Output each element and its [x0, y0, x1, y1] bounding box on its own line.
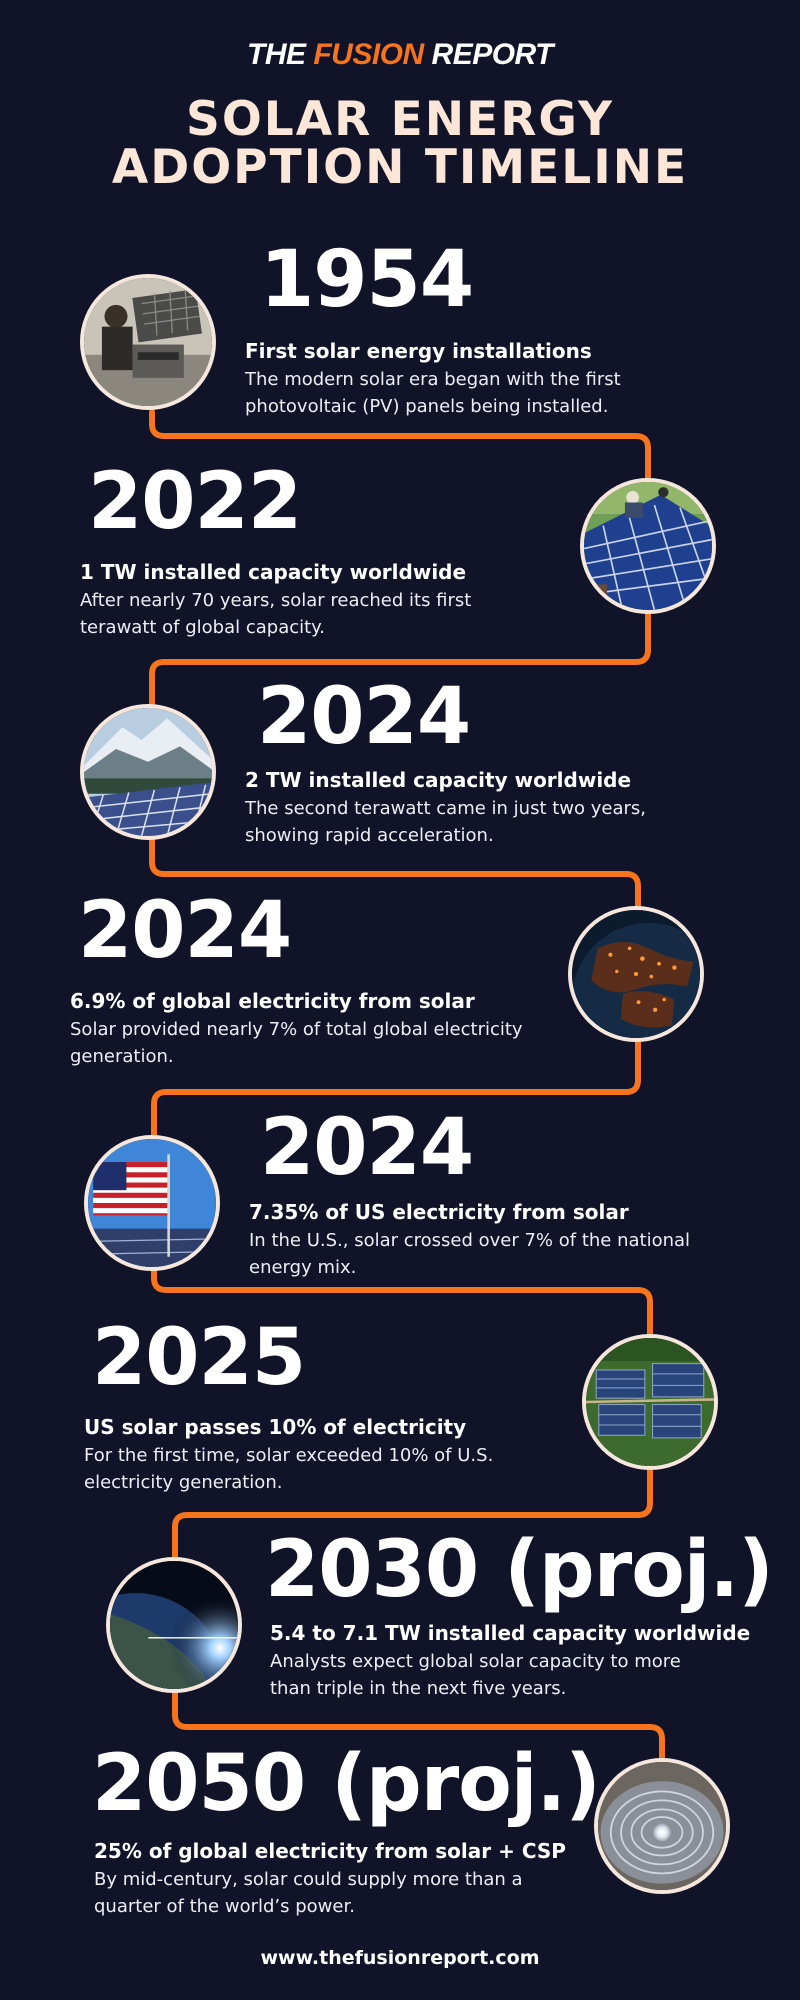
- page-title: SOLAR ENERGY ADOPTION TIMELINE: [0, 96, 800, 192]
- aerial-solar-farm-photo: [582, 1334, 718, 1470]
- milestone-heading: 6.9% of global electricity from solar: [70, 989, 475, 1013]
- earth-city-lights-photo: [568, 906, 704, 1042]
- brand-logo: THE FUSION REPORT: [0, 38, 800, 72]
- milestone-year: 2024: [78, 886, 292, 976]
- milestone-year: 2050 (proj.): [92, 1739, 601, 1829]
- milestone-description: For the first time, solar exceeded 10% o…: [84, 1445, 494, 1493]
- milestone-year: 1954: [260, 235, 474, 325]
- vintage-solar-panel-photo: [80, 274, 216, 410]
- milestone-description: After nearly 70 years, solar reached its…: [80, 590, 472, 638]
- milestone-heading: 25% of global electricity from solar + C…: [94, 1839, 566, 1863]
- solar-panels-mountain-photo: [80, 704, 216, 840]
- milestone-heading: 7.35% of US electricity from solar: [249, 1200, 629, 1224]
- milestone-year: 2024: [257, 672, 471, 762]
- milestone-description: Analysts expect global solar capacity to…: [270, 1651, 681, 1699]
- us-flag-solar-farm-photo: [84, 1135, 220, 1271]
- milestone-description: Solar provided nearly 7% of total global…: [70, 1019, 523, 1067]
- milestone-description: By mid-century, solar could supply more …: [94, 1869, 523, 1917]
- title-line-1: SOLAR ENERGY: [186, 92, 614, 147]
- milestone-heading: US solar passes 10% of electricity: [84, 1415, 467, 1439]
- footer-website-link[interactable]: www.thefusionreport.com: [260, 1947, 540, 1969]
- milestone-heading: 5.4 to 7.1 TW installed capacity worldwi…: [270, 1621, 751, 1645]
- brand-prefix: THE: [247, 38, 314, 71]
- milestone-description: The second terawatt came in just two yea…: [245, 798, 646, 846]
- milestone-heading: 1 TW installed capacity worldwide: [80, 560, 467, 584]
- brand-accent: FUSION: [313, 38, 424, 71]
- milestone-year: 2030 (proj.): [265, 1525, 774, 1615]
- milestone-description: In the U.S., solar crossed over 7% of th…: [249, 1230, 691, 1278]
- csp-solar-tower-field-photo: [594, 1758, 730, 1894]
- milestone-description: The modern solar era began with the firs…: [245, 369, 621, 417]
- title-line-2: ADOPTION TIMELINE: [111, 140, 689, 195]
- rooftop-solar-installers-photo: [580, 478, 716, 614]
- milestone-year: 2022: [88, 457, 302, 547]
- milestone-year: 2024: [260, 1103, 474, 1193]
- milestone-year: 2025: [92, 1313, 306, 1403]
- milestone-heading: First solar energy installations: [245, 339, 592, 363]
- milestone-heading: 2 TW installed capacity worldwide: [245, 768, 632, 792]
- earth-sunrise-space-photo: [106, 1557, 242, 1693]
- brand-suffix: REPORT: [423, 38, 554, 71]
